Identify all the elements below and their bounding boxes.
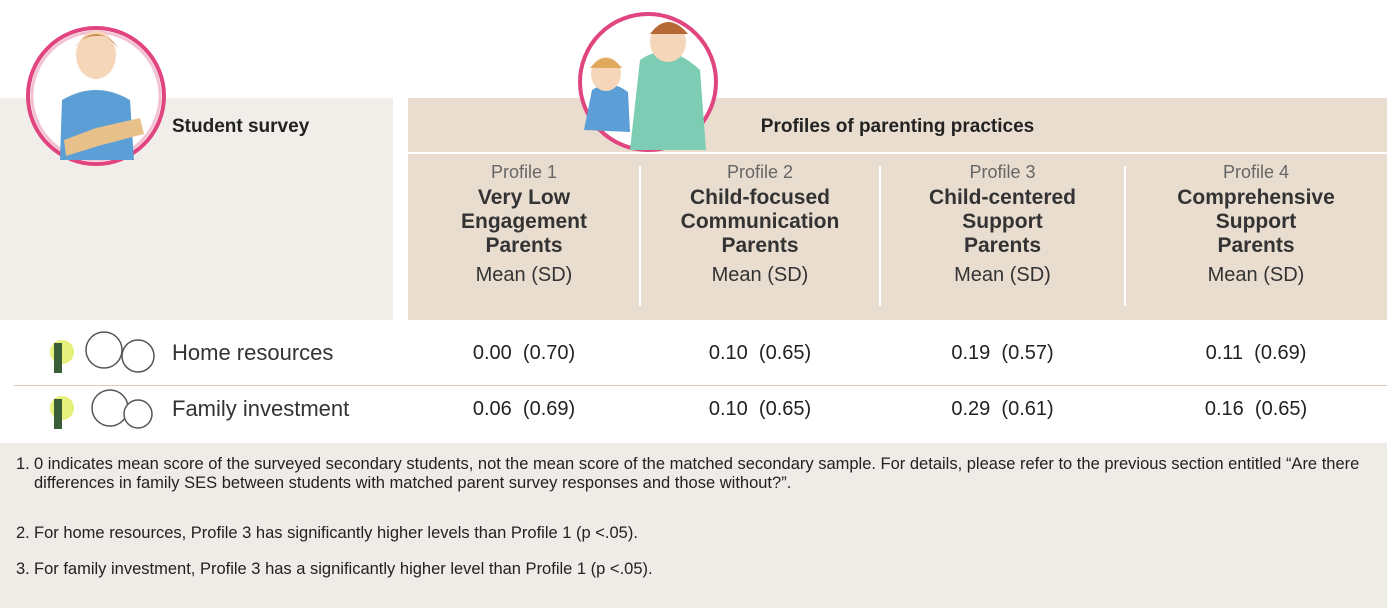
footnote-text: For family investment, Profile 3 has a s… bbox=[34, 560, 653, 578]
profile-name: Comprehensive bbox=[1177, 186, 1335, 209]
notes-panel bbox=[0, 443, 1387, 608]
footnote-number: 3. bbox=[16, 560, 30, 578]
mean: 0.16 bbox=[1204, 398, 1244, 420]
sd: (0.61) bbox=[1001, 398, 1054, 420]
mean: 0.00 bbox=[472, 342, 512, 364]
row-label: Family investment bbox=[172, 396, 350, 421]
sd: (0.65) bbox=[758, 342, 812, 364]
profile-stat: Mean (SD) bbox=[1207, 264, 1305, 286]
sd: (0.70) bbox=[522, 342, 576, 364]
column-separator bbox=[639, 166, 641, 306]
mean: 0.11 bbox=[1205, 342, 1244, 364]
family-investment-icon bbox=[50, 389, 153, 429]
header-rule bbox=[408, 152, 1387, 154]
data-cell: 0.10 (0.65) bbox=[640, 398, 880, 421]
footnote-text: For home resources, Profile 3 has signif… bbox=[34, 524, 638, 542]
profile-name: Support bbox=[1215, 210, 1297, 233]
mean: 0.19 bbox=[951, 342, 991, 364]
data-cell: 0.11 (0.69) bbox=[1125, 342, 1387, 365]
mean: 0.10 bbox=[708, 342, 748, 364]
column-separator bbox=[879, 166, 881, 306]
profile-name: Communication bbox=[680, 210, 840, 233]
profile-stat: Mean (SD) bbox=[954, 264, 1051, 286]
sd: (0.65) bbox=[758, 398, 812, 420]
footnote: 3. For family investment, Profile 3 has a… bbox=[16, 560, 1366, 579]
profile-header: Profile 2 Child-focused Communication Paren… bbox=[640, 162, 880, 312]
parent-child-icon bbox=[578, 12, 718, 152]
profile-name: Parents bbox=[1217, 234, 1295, 257]
profile-name: Engagement bbox=[460, 210, 588, 233]
profile-name: Parents bbox=[721, 234, 799, 257]
student-icon bbox=[26, 26, 166, 166]
profile-header: Profile 3 Child-centered Support Parents Mea… bbox=[880, 162, 1125, 312]
sd: (0.69) bbox=[1254, 342, 1307, 364]
data-cell: 0.00 (0.70) bbox=[408, 342, 640, 365]
footnote-number: 2. bbox=[16, 524, 30, 542]
data-cell: 0.19 (0.57) bbox=[880, 342, 1125, 365]
data-cell: 0.10 (0.65) bbox=[640, 342, 880, 365]
mean: 0.06 bbox=[472, 398, 512, 420]
profile-label: Profile 3 bbox=[969, 162, 1036, 182]
sd: (0.57) bbox=[1001, 342, 1054, 364]
profile-stat: Mean (SD) bbox=[711, 264, 809, 286]
profile-header: Profile 4 Comprehensive Support Parents Mean… bbox=[1125, 162, 1387, 312]
profile-name: Parents bbox=[963, 234, 1042, 257]
profile-name: Support bbox=[962, 210, 1043, 233]
profile-name: Child-centered bbox=[928, 186, 1077, 209]
row-rule bbox=[14, 385, 1387, 386]
profile-label: Profile 4 bbox=[1222, 162, 1290, 182]
illustrations bbox=[26, 12, 718, 429]
profile-label: Profile 2 bbox=[726, 162, 794, 182]
footnote-text: 0 indicates mean score of the surveyed s… bbox=[34, 455, 1360, 492]
data-cell: 0.06 (0.69) bbox=[408, 398, 640, 421]
profile-label: Profile 1 bbox=[490, 162, 558, 182]
footnote-number: 1. bbox=[16, 455, 30, 473]
mean: 0.10 bbox=[708, 398, 748, 420]
profile-header: Profile 1 Very Low Engagement Parents Mean (… bbox=[408, 162, 640, 312]
home-resources-icon bbox=[50, 331, 155, 373]
profile-stat: Mean (SD) bbox=[475, 264, 573, 286]
row-label: Home resources bbox=[172, 340, 334, 365]
profile-name: Parents bbox=[485, 234, 563, 257]
mean: 0.29 bbox=[951, 398, 991, 420]
footnote: 1. 0 indicates mean score of the surveyed… bbox=[16, 455, 1366, 493]
group-header bbox=[408, 98, 1387, 320]
sd: (0.69) bbox=[522, 398, 576, 420]
footnote: 2. For home resources, Profile 3 has sign… bbox=[16, 524, 1366, 543]
left-title: Student survey bbox=[172, 116, 310, 137]
profile-name: Child-focused bbox=[690, 186, 830, 209]
sd: (0.65) bbox=[1254, 398, 1308, 420]
data-cell: 0.16 (0.65) bbox=[1125, 398, 1387, 421]
profile-name: Very Low bbox=[477, 186, 571, 209]
data-cell: 0.29 (0.61) bbox=[880, 398, 1125, 421]
group-title: Profiles of parenting practices bbox=[760, 116, 1035, 137]
column-separator bbox=[1124, 166, 1126, 306]
